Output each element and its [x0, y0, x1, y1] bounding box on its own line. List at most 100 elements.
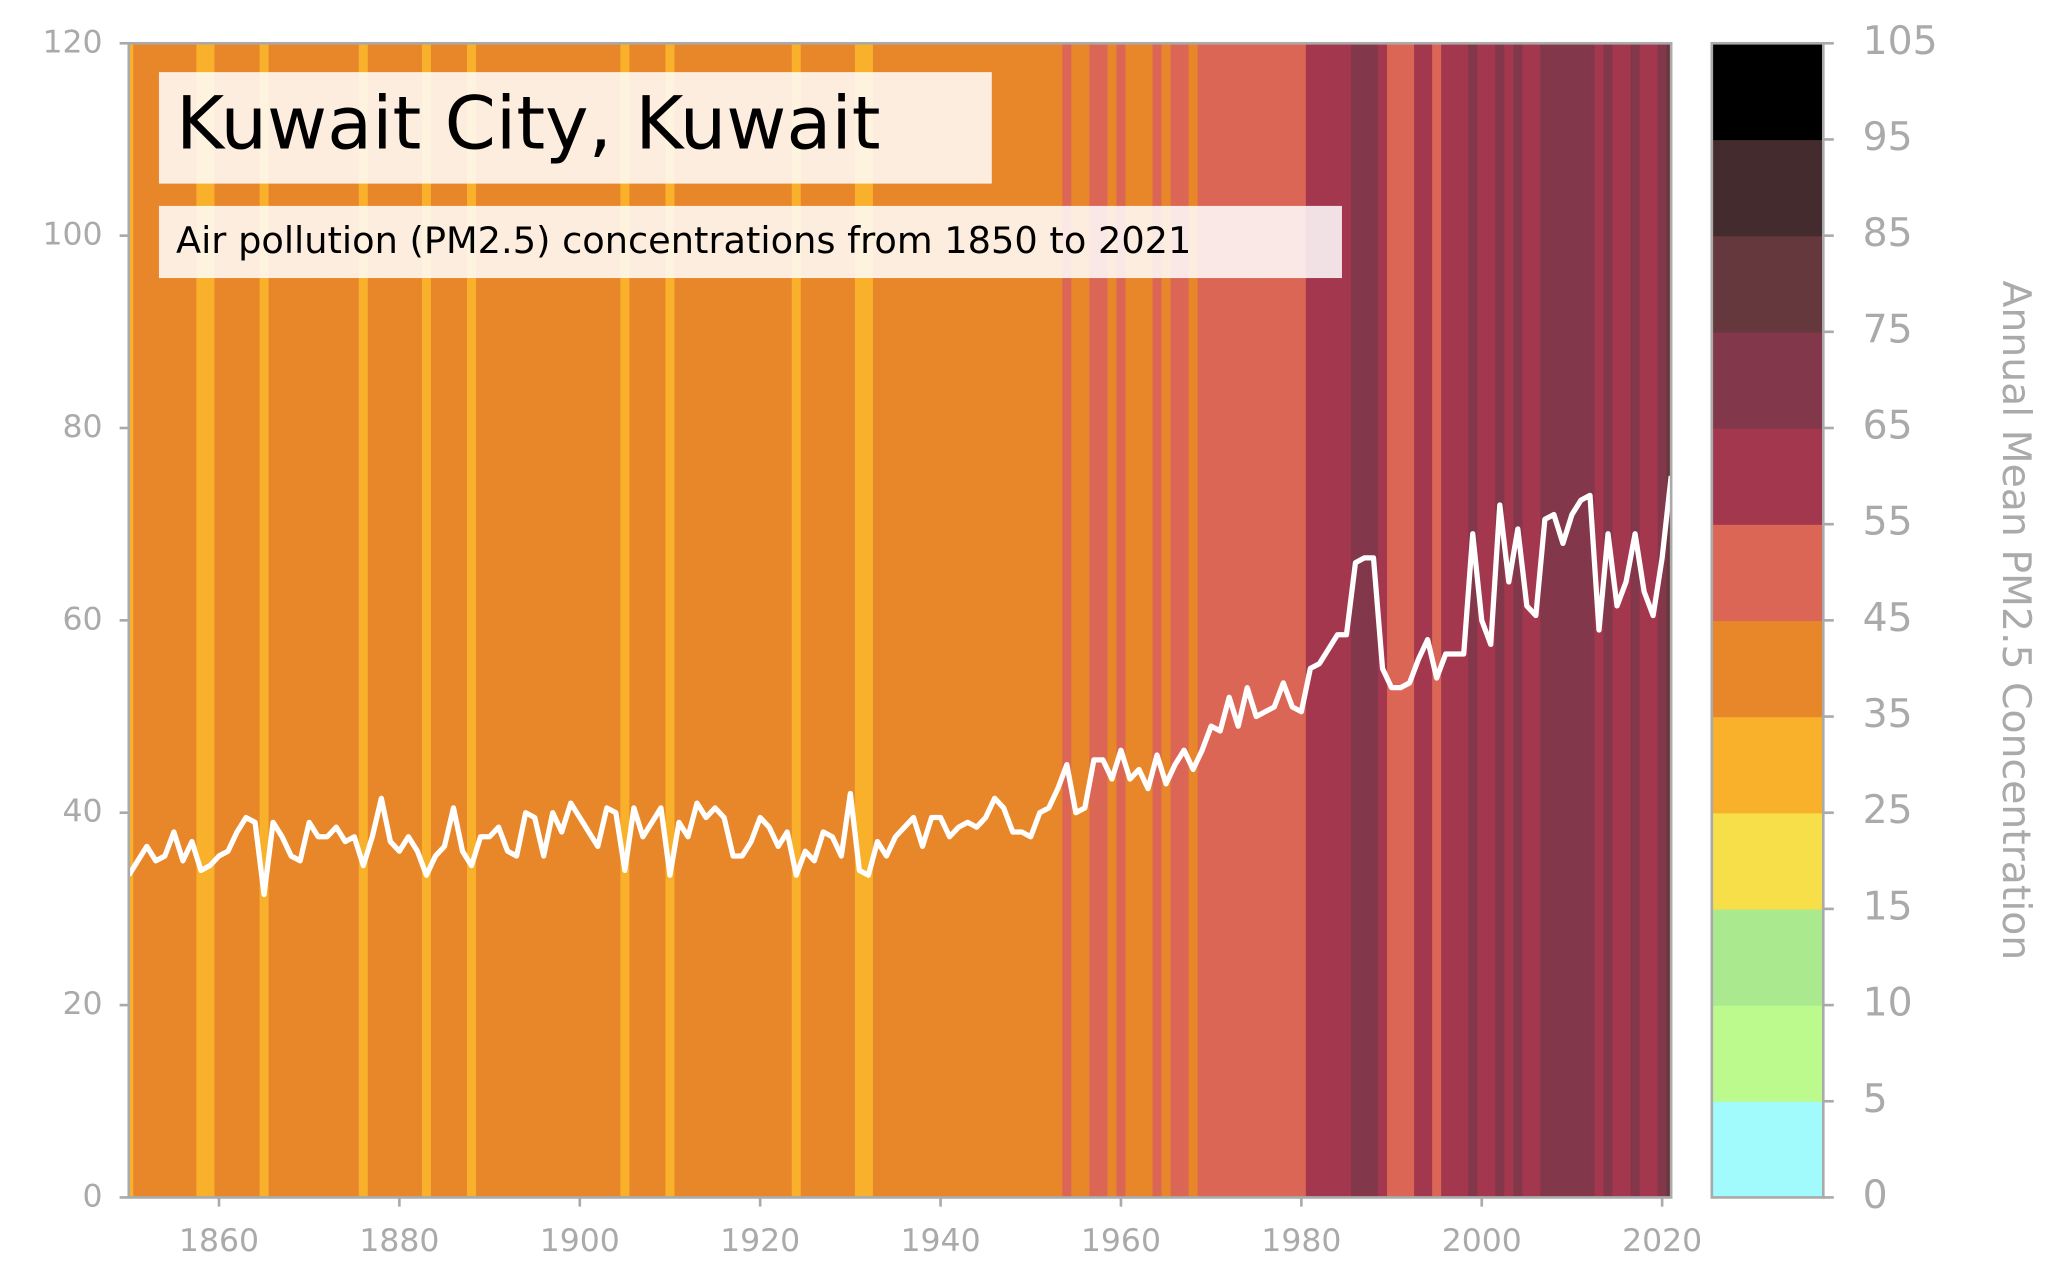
stripe: [1188, 43, 1199, 1198]
stripe: [1648, 43, 1659, 1198]
stripe: [800, 43, 811, 1198]
stripe: [881, 43, 892, 1198]
stripe: [954, 43, 964, 1198]
stripe: [367, 43, 378, 1198]
colorbar: 0 5 10 15 25 35 45 55 65 75 85 95 105: [1710, 18, 1938, 1218]
stripe: [719, 43, 730, 1198]
colorbar-segment: [1711, 716, 1824, 814]
stripe: [521, 43, 531, 1198]
colorbar-tick-label: 5: [1863, 1076, 1888, 1122]
stripe: [1224, 43, 1235, 1198]
stripe: [1161, 43, 1172, 1198]
stripe: [259, 43, 270, 1198]
stripe: [602, 43, 613, 1198]
colorbar-tick-label: 45: [1863, 595, 1913, 641]
stripe: [512, 43, 522, 1198]
stripe: [187, 43, 198, 1198]
x-tick-label: 1940: [901, 1223, 981, 1259]
stripe: [268, 43, 279, 1198]
stripe: [421, 43, 432, 1198]
stripe: [1567, 43, 1578, 1198]
stripe: [1513, 43, 1524, 1198]
stripe: [250, 43, 261, 1198]
stripe: [674, 43, 685, 1198]
x-tick-label: 1980: [1261, 1223, 1341, 1259]
stripe: [728, 43, 739, 1198]
stripe: [1080, 43, 1091, 1198]
stripe: [1387, 43, 1397, 1198]
stripe: [1468, 43, 1479, 1198]
stripe: [854, 43, 865, 1198]
chart-title: Kuwait City, Kuwait: [176, 82, 881, 167]
stripe: [430, 43, 441, 1198]
stripe: [1053, 43, 1064, 1198]
stripe: [1540, 43, 1551, 1198]
stripe: [1008, 43, 1019, 1198]
stripe: [1116, 43, 1127, 1198]
stripe: [1441, 43, 1451, 1198]
stripe: [908, 43, 919, 1198]
colorbar-segment: [1711, 620, 1824, 718]
colorbar-segment: [1711, 331, 1824, 429]
stripe: [1423, 43, 1433, 1198]
stripe: [295, 43, 306, 1198]
stripe: [1197, 43, 1208, 1198]
stripe: [1044, 43, 1055, 1198]
y-tick-label: 100: [42, 217, 102, 253]
stripe: [809, 43, 820, 1198]
colorbar-segment: [1711, 1101, 1824, 1199]
stripe: [1098, 43, 1109, 1198]
y-tick-label: 60: [63, 601, 103, 637]
colorbar-tick-label: 15: [1863, 883, 1913, 929]
stripe: [1621, 43, 1632, 1198]
stripe: [476, 43, 486, 1198]
stripe: [548, 43, 559, 1198]
colorbar-segment: [1711, 1005, 1824, 1102]
stripe: [376, 43, 387, 1198]
stripe: [151, 43, 162, 1198]
stripe: [1332, 43, 1343, 1198]
stripe: [972, 43, 982, 1198]
colorbar-segment: [1711, 812, 1824, 910]
stripe: [1504, 43, 1515, 1198]
stripe: [448, 43, 459, 1198]
stripe: [340, 43, 351, 1198]
stripe: [1215, 43, 1226, 1198]
stripe: [782, 43, 793, 1198]
x-tick-label: 1900: [540, 1223, 620, 1259]
stripe: [629, 43, 640, 1198]
stripe: [1414, 43, 1424, 1198]
stripe: [241, 43, 252, 1198]
stripe: [214, 43, 225, 1198]
stripe: [584, 43, 595, 1198]
stripe: [1179, 43, 1190, 1198]
stripe: [1314, 43, 1325, 1198]
colorbar-segment: [1711, 428, 1824, 525]
line-group: [128, 475, 1672, 898]
stripe: [313, 43, 324, 1198]
stripe: [1233, 43, 1244, 1198]
stripe: [1107, 43, 1118, 1198]
stripe: [1170, 43, 1181, 1198]
stripe: [223, 43, 234, 1198]
stripe: [1666, 43, 1672, 1198]
stripe: [1035, 43, 1046, 1198]
stripe: [1522, 43, 1533, 1198]
chart-subtitle: Air pollution (PM2.5) concentrations fro…: [176, 219, 1191, 262]
colorbar-tick-label: 55: [1863, 499, 1913, 545]
stripe: [403, 43, 414, 1198]
stripe: [945, 43, 955, 1198]
colorbar-tick-label: 85: [1863, 210, 1913, 256]
stripe: [1017, 43, 1028, 1198]
stripe: [1062, 43, 1073, 1198]
stripe: [1378, 43, 1388, 1198]
stripe: [385, 43, 396, 1198]
stripe: [1260, 43, 1271, 1198]
x-tick-label: 1920: [720, 1223, 800, 1259]
x-tick-label: 1860: [179, 1223, 259, 1259]
stripe: [349, 43, 360, 1198]
stripe: [872, 43, 883, 1198]
stripe: [394, 43, 405, 1198]
stripe: [1071, 43, 1082, 1198]
stripe: [467, 43, 477, 1198]
